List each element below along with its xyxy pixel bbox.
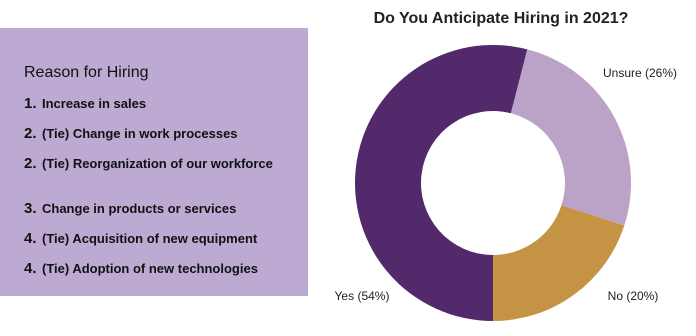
reason-text: (Tie) Acquisition of new equipment bbox=[42, 231, 258, 246]
reason-text: (Tie) Change in work processes bbox=[42, 126, 238, 141]
reason-text: (Tie) Reorganization of our workforce bbox=[42, 156, 273, 171]
slice-label: Unsure (26%) bbox=[603, 66, 677, 80]
reason-item: 3. Change in products or services bbox=[24, 200, 300, 217]
reason-rank: 2. bbox=[24, 125, 37, 142]
reason-item: 1. Increase in sales bbox=[24, 95, 300, 112]
slice-label: Yes (54%) bbox=[335, 289, 390, 303]
reason-rank: 2. bbox=[24, 155, 37, 172]
reason-rank: 4. bbox=[24, 230, 37, 247]
reason-rank: 1. bbox=[24, 95, 37, 112]
reason-rank: 3. bbox=[24, 200, 37, 217]
slice-label: No (20%) bbox=[608, 289, 659, 303]
panel-heading: Reason for Hiring bbox=[24, 64, 149, 81]
reason-text: Increase in sales bbox=[42, 96, 147, 111]
donut-slice bbox=[510, 49, 631, 226]
donut-slice bbox=[355, 44, 528, 322]
chart-title: Do You Anticipate Hiring in 2021? bbox=[374, 10, 629, 27]
reason-item: 2. (Tie) Change in work processes bbox=[24, 125, 300, 142]
reasons-panel: Reason for Hiring 1. Increase in sales 2. (… bbox=[0, 28, 308, 296]
reason-item: 4. (Tie) Acquisition of new equipment bbox=[24, 230, 300, 247]
reason-text: (Tie) Adoption of new technologies bbox=[42, 261, 258, 276]
donut-slice bbox=[493, 205, 625, 321]
reason-rank: 4. bbox=[24, 260, 37, 277]
reason-item: 2. (Tie) Reorganization of our workforce bbox=[24, 155, 300, 172]
reason-text: Change in products or services bbox=[42, 201, 237, 216]
reason-item: 4. (Tie) Adoption of new technologies bbox=[24, 260, 300, 277]
